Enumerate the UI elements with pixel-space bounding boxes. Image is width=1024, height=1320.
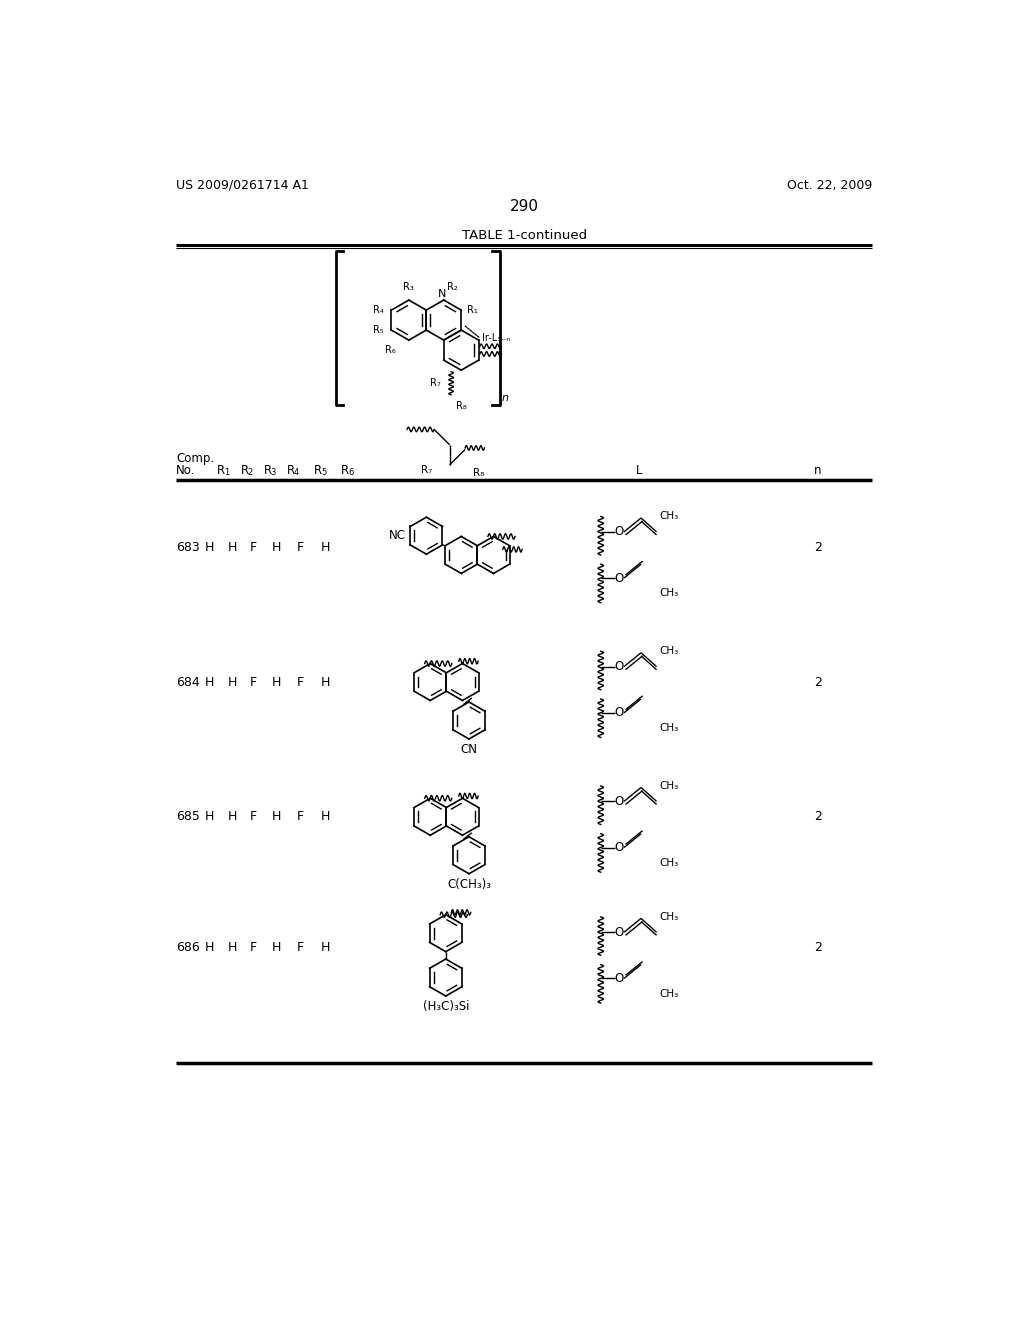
Text: H: H [321,810,331,824]
Text: O: O [614,841,624,854]
Text: F: F [250,676,257,689]
Text: CH₃: CH₃ [658,989,678,999]
Text: Ir-L₃₋ₙ: Ir-L₃₋ₙ [481,333,510,343]
Text: H: H [205,941,214,954]
Text: R: R [263,463,271,477]
Text: CN: CN [461,743,477,756]
Text: F: F [297,941,303,954]
Text: R₄: R₄ [374,305,384,315]
Text: O: O [614,706,624,719]
Text: O: O [614,972,624,985]
Text: 684: 684 [176,676,200,689]
Text: (H₃C)₃Si: (H₃C)₃Si [423,999,469,1012]
Text: R₈: R₈ [456,401,467,411]
Text: H: H [205,676,214,689]
Text: CH₃: CH₃ [658,912,678,921]
Text: 685: 685 [176,810,200,824]
Text: R₃: R₃ [403,282,415,293]
Text: H: H [228,676,238,689]
Text: H: H [205,541,214,554]
Text: R: R [314,463,323,477]
Text: H: H [228,941,238,954]
Text: L: L [636,463,643,477]
Text: H: H [321,676,331,689]
Text: H: H [321,541,331,554]
Text: Oct. 22, 2009: Oct. 22, 2009 [786,178,872,191]
Text: 2: 2 [814,541,821,554]
Text: R: R [287,463,295,477]
Text: O: O [614,572,624,585]
Text: N: N [438,289,446,298]
Text: CH₃: CH₃ [658,589,678,598]
Text: O: O [614,525,624,539]
Text: O: O [614,660,624,673]
Text: 290: 290 [510,198,540,214]
Text: 683: 683 [176,541,200,554]
Text: R₇: R₇ [429,379,440,388]
Text: 2: 2 [814,810,821,824]
Text: 1: 1 [224,469,229,477]
Text: R: R [341,463,349,477]
Text: H: H [228,541,238,554]
Text: H: H [272,676,282,689]
Text: No.: No. [176,463,196,477]
Text: R₂: R₂ [446,282,458,293]
Text: 2: 2 [814,676,821,689]
Text: NC: NC [388,529,406,543]
Text: R₅: R₅ [374,325,384,335]
Text: 686: 686 [176,941,200,954]
Text: 6: 6 [348,469,353,477]
Text: F: F [250,941,257,954]
Text: 5: 5 [321,469,327,477]
Text: F: F [297,810,303,824]
Text: O: O [614,795,624,808]
Text: 4: 4 [294,469,299,477]
Text: TABLE 1-continued: TABLE 1-continued [462,228,588,242]
Text: CH₃: CH₃ [658,647,678,656]
Text: R₁: R₁ [467,305,478,315]
Text: H: H [272,941,282,954]
Text: US 2009/0261714 A1: US 2009/0261714 A1 [176,178,309,191]
Text: R₆: R₆ [385,345,395,355]
Text: F: F [297,676,303,689]
Text: F: F [297,541,303,554]
Text: H: H [272,541,282,554]
Text: n: n [814,463,821,477]
Text: 3: 3 [270,469,276,477]
Text: 2: 2 [248,469,253,477]
Text: n: n [502,393,509,404]
Text: R₇: R₇ [421,465,432,475]
Text: CH₃: CH₃ [658,511,678,521]
Text: H: H [205,810,214,824]
Text: C(CH₃)₃: C(CH₃)₃ [447,878,490,891]
Text: O: O [614,925,624,939]
Text: H: H [321,941,331,954]
Text: F: F [250,810,257,824]
Text: CH₃: CH₃ [658,723,678,733]
Text: R: R [241,463,249,477]
Text: CH₃: CH₃ [658,858,678,869]
Text: R₈: R₈ [473,469,484,478]
Text: Comp.: Comp. [176,453,214,465]
Text: R: R [217,463,225,477]
Text: H: H [272,810,282,824]
Text: F: F [250,541,257,554]
Text: CH₃: CH₃ [658,781,678,791]
Text: 2: 2 [814,941,821,954]
Text: H: H [228,810,238,824]
